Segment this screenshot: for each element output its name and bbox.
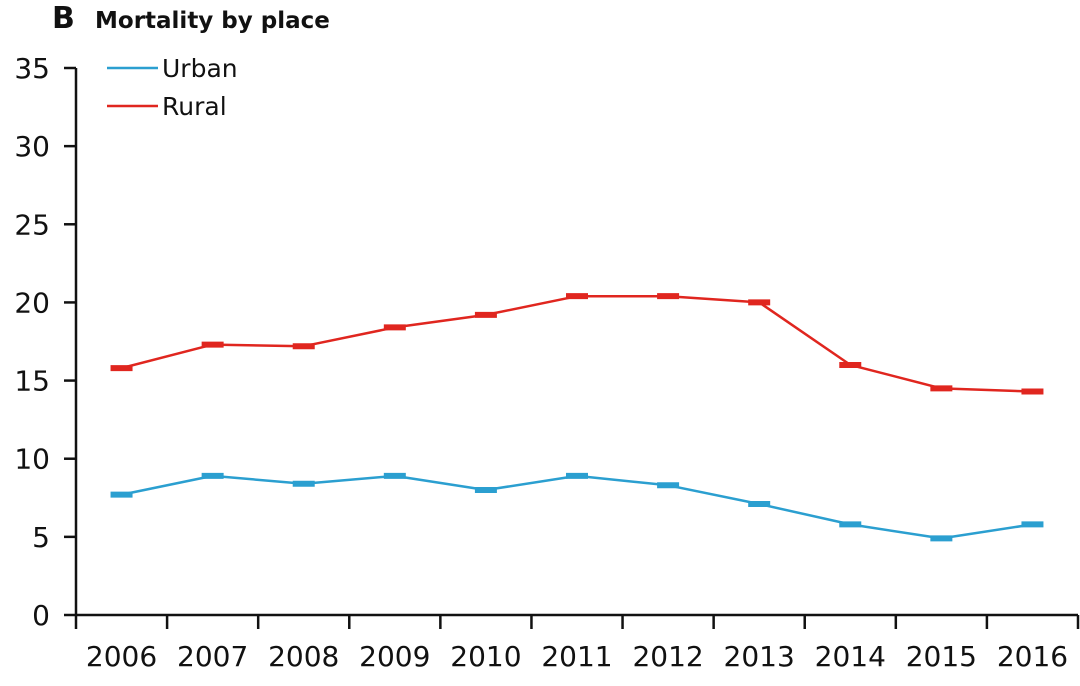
y-tick-label: 30 bbox=[14, 130, 50, 163]
series-line-rural bbox=[121, 294, 1033, 393]
legend-label-urban: Urban bbox=[162, 54, 238, 83]
y-ticks: 0 5 10 15 20 25 30 35 bbox=[14, 52, 76, 632]
x-tick-label: 2011 bbox=[541, 640, 612, 673]
x-tick-label: 2012 bbox=[632, 640, 703, 673]
panel-label: B bbox=[52, 1, 75, 36]
x-tick-label: 2009 bbox=[359, 640, 430, 673]
x-tick-label: 2010 bbox=[450, 640, 521, 673]
y-tick-label: 20 bbox=[14, 286, 50, 319]
x-tick-label: 2013 bbox=[724, 640, 795, 673]
chart-title: Mortality by place bbox=[95, 8, 330, 34]
x-tick-label: 2015 bbox=[906, 640, 977, 673]
x-tick-label: 2006 bbox=[86, 640, 157, 673]
x-tick-label: 2008 bbox=[268, 640, 339, 673]
x-tick-label: 2007 bbox=[177, 640, 248, 673]
y-tick-label: 35 bbox=[14, 52, 50, 85]
x-ticks: 2006 2007 2008 2009 2010 2011 2012 2013 2014 2015… bbox=[74, 615, 1080, 673]
y-tick-label: 0 bbox=[32, 599, 50, 632]
legend: Urban Rural bbox=[107, 54, 238, 121]
y-tick-label: 10 bbox=[14, 443, 50, 476]
series-layer bbox=[110, 293, 1044, 542]
series-line-urban bbox=[121, 474, 1033, 540]
legend-label-rural: Rural bbox=[162, 92, 227, 121]
y-tick-label: 25 bbox=[14, 208, 50, 241]
y-tick-label: 5 bbox=[32, 521, 50, 554]
y-tick-label: 15 bbox=[14, 365, 50, 398]
axes bbox=[74, 68, 1078, 617]
x-tick-label: 2016 bbox=[997, 640, 1068, 673]
x-tick-label: 2014 bbox=[815, 640, 886, 673]
